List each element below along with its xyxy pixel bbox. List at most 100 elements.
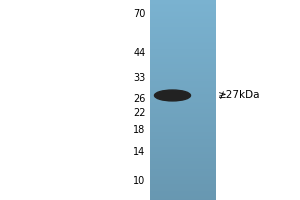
- Bar: [150, 59, 216, 60]
- Bar: [150, 98, 216, 99]
- Text: 26: 26: [133, 94, 145, 104]
- Bar: [150, 56, 216, 57]
- Bar: [150, 15, 216, 16]
- Bar: [150, 29, 216, 30]
- Bar: [150, 123, 216, 124]
- Bar: [150, 53, 216, 54]
- Bar: [150, 87, 216, 88]
- Bar: [150, 165, 216, 166]
- Bar: [150, 50, 216, 51]
- Bar: [150, 135, 216, 136]
- Bar: [150, 161, 216, 162]
- Bar: [150, 96, 216, 97]
- Bar: [150, 149, 216, 150]
- Bar: [150, 26, 216, 27]
- Bar: [150, 110, 216, 111]
- Bar: [150, 118, 216, 119]
- Bar: [150, 55, 216, 56]
- Bar: [150, 198, 216, 199]
- Bar: [150, 145, 216, 146]
- Bar: [150, 93, 216, 94]
- Bar: [150, 191, 216, 192]
- Bar: [150, 132, 216, 133]
- Bar: [150, 138, 216, 139]
- Bar: [150, 34, 216, 35]
- Bar: [150, 12, 216, 13]
- Bar: [150, 122, 216, 123]
- Bar: [150, 28, 216, 29]
- Bar: [150, 173, 216, 174]
- Bar: [150, 105, 216, 106]
- Bar: [150, 116, 216, 117]
- Bar: [150, 35, 216, 36]
- Bar: [150, 153, 216, 154]
- Text: 10: 10: [133, 176, 145, 186]
- Bar: [150, 54, 216, 55]
- Bar: [150, 73, 216, 74]
- Text: 18: 18: [133, 125, 145, 135]
- Bar: [150, 106, 216, 107]
- Bar: [150, 168, 216, 169]
- Bar: [150, 4, 216, 5]
- Bar: [150, 136, 216, 137]
- Bar: [150, 148, 216, 149]
- Bar: [150, 95, 216, 96]
- Bar: [150, 129, 216, 130]
- Bar: [150, 76, 216, 77]
- Bar: [150, 193, 216, 194]
- Bar: [150, 156, 216, 157]
- Bar: [150, 99, 216, 100]
- Bar: [150, 40, 216, 41]
- Bar: [150, 77, 216, 78]
- Bar: [150, 0, 216, 1]
- Bar: [150, 68, 216, 69]
- Bar: [150, 187, 216, 188]
- Bar: [150, 52, 216, 53]
- Bar: [150, 10, 216, 11]
- Bar: [150, 5, 216, 6]
- Bar: [150, 75, 216, 76]
- Bar: [150, 158, 216, 159]
- Bar: [150, 164, 216, 165]
- Bar: [150, 195, 216, 196]
- Bar: [150, 130, 216, 131]
- Bar: [150, 119, 216, 120]
- Bar: [150, 11, 216, 12]
- Bar: [150, 63, 216, 64]
- Ellipse shape: [154, 90, 190, 101]
- Text: 33: 33: [133, 73, 145, 83]
- Bar: [150, 2, 216, 3]
- Text: 14: 14: [133, 147, 145, 157]
- Bar: [150, 112, 216, 113]
- Bar: [150, 146, 216, 147]
- Bar: [150, 137, 216, 138]
- Bar: [150, 6, 216, 7]
- Bar: [150, 120, 216, 121]
- Bar: [150, 84, 216, 85]
- Bar: [150, 22, 216, 23]
- Bar: [150, 92, 216, 93]
- Bar: [150, 186, 216, 187]
- Bar: [150, 197, 216, 198]
- Bar: [150, 83, 216, 84]
- Bar: [150, 172, 216, 173]
- Bar: [150, 151, 216, 152]
- Bar: [150, 70, 216, 71]
- Bar: [150, 114, 216, 115]
- Bar: [150, 7, 216, 8]
- Bar: [150, 31, 216, 32]
- Bar: [150, 111, 216, 112]
- Bar: [150, 144, 216, 145]
- Bar: [150, 43, 216, 44]
- Bar: [150, 113, 216, 114]
- Bar: [150, 32, 216, 33]
- Bar: [150, 124, 216, 125]
- Bar: [150, 27, 216, 28]
- Bar: [150, 30, 216, 31]
- Bar: [150, 48, 216, 49]
- Bar: [150, 177, 216, 178]
- Bar: [150, 199, 216, 200]
- Bar: [150, 141, 216, 142]
- Bar: [150, 139, 216, 140]
- Bar: [150, 78, 216, 79]
